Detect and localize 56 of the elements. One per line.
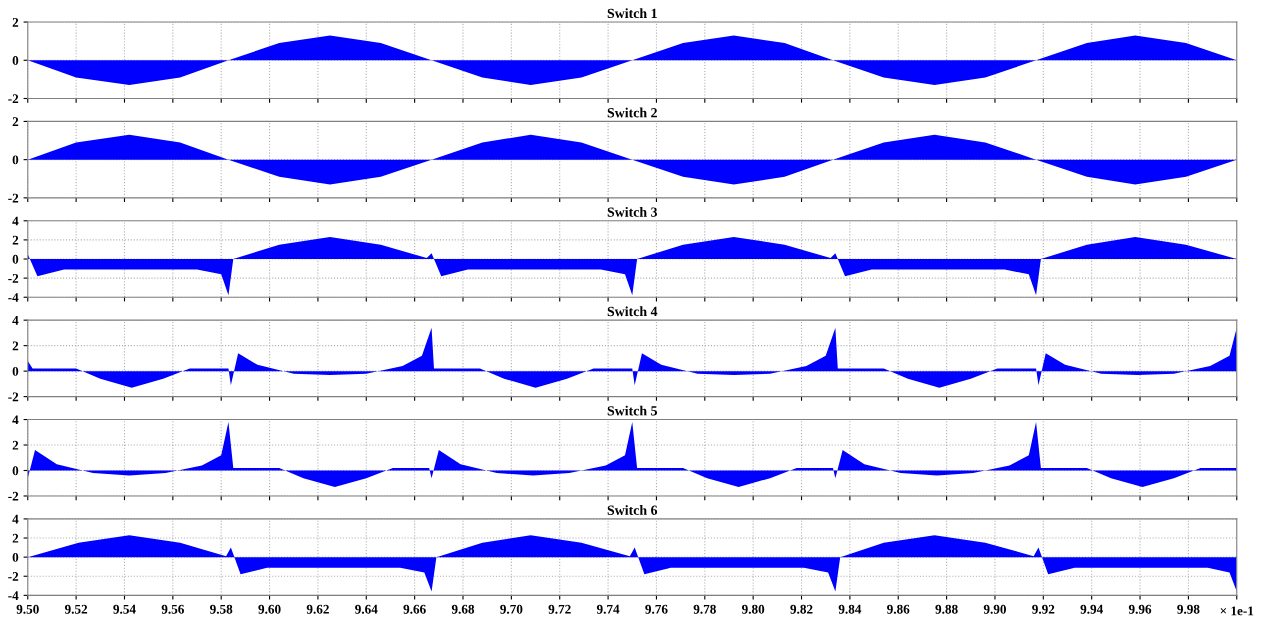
x-tick-label: 9.96 <box>1128 604 1152 614</box>
y-tick-label: 2 <box>12 17 19 27</box>
y-tick-label: -2 <box>8 491 19 501</box>
chart-title: Switch 1 <box>607 8 657 19</box>
y-tick-label: -2 <box>8 392 19 402</box>
x-tick-label: 9.50 <box>16 604 39 614</box>
x-tick-label: 9.68 <box>451 604 475 614</box>
x-tick-label: 9.72 <box>548 604 571 614</box>
x-tick-label: 9.84 <box>838 604 862 614</box>
x-tick-label: 9.88 <box>935 604 958 614</box>
y-tick-label: -2 <box>8 572 19 581</box>
x-tick-label: 9.60 <box>258 604 281 614</box>
y-tick-label: 0 <box>12 552 19 562</box>
x-tick-label: 9.70 <box>500 604 523 614</box>
x-tick-label: 9.74 <box>596 604 620 614</box>
x-tick-label: 9.66 <box>403 604 426 614</box>
y-tick-label: 2 <box>12 440 19 450</box>
x-tick-label: 9.62 <box>306 604 329 614</box>
chart-title: Switch 6 <box>607 505 658 515</box>
y-tick-label: 0 <box>12 155 19 165</box>
x-tick-label: 9.54 <box>113 604 136 614</box>
y-tick-label: 2 <box>12 117 19 126</box>
y-tick-label: 4 <box>12 415 19 425</box>
y-tick-label: 4 <box>12 216 19 226</box>
x-tick-label: 9.52 <box>64 604 88 614</box>
y-tick-label: 2 <box>12 235 19 245</box>
x-tick-label: 9.98 <box>1177 604 1200 614</box>
x-axis-title: × 1e-1 <box>1220 606 1254 616</box>
y-tick-label: -2 <box>8 273 19 283</box>
chart-title: Switch 3 <box>607 206 658 217</box>
x-tick-label: 9.76 <box>645 604 668 614</box>
y-tick-label: 0 <box>12 366 19 376</box>
x-tick-label: 9.64 <box>355 604 378 614</box>
y-tick-label: 0 <box>12 56 19 65</box>
y-tick-label: 0 <box>12 466 19 476</box>
x-tick-label: 9.94 <box>1080 604 1103 614</box>
x-tick-label: 9.80 <box>741 604 765 614</box>
x-tick-label: 9.78 <box>693 604 716 614</box>
chart-title: Switch 4 <box>607 306 658 317</box>
x-tick-label: 9.90 <box>983 604 1006 614</box>
x-tick-label: 9.56 <box>161 604 184 614</box>
y-tick-label: 4 <box>12 514 19 524</box>
x-tick-label: 9.86 <box>887 604 910 614</box>
y-tick-label: 2 <box>12 341 19 351</box>
y-tick-label: 2 <box>12 533 19 543</box>
y-tick-label: 0 <box>12 254 19 264</box>
y-tick-label: -2 <box>8 193 19 203</box>
x-tick-label: 9.82 <box>790 604 813 614</box>
y-tick-label: -2 <box>8 94 19 104</box>
chart-title: Switch 2 <box>607 107 657 118</box>
x-tick-label: 9.58 <box>210 604 233 614</box>
chart-title: Switch 5 <box>607 405 658 416</box>
x-tick-label: 9.92 <box>1032 604 1055 614</box>
y-tick-label: -4 <box>8 293 19 302</box>
y-tick-label: -4 <box>8 591 19 600</box>
y-tick-label: 4 <box>12 316 19 325</box>
